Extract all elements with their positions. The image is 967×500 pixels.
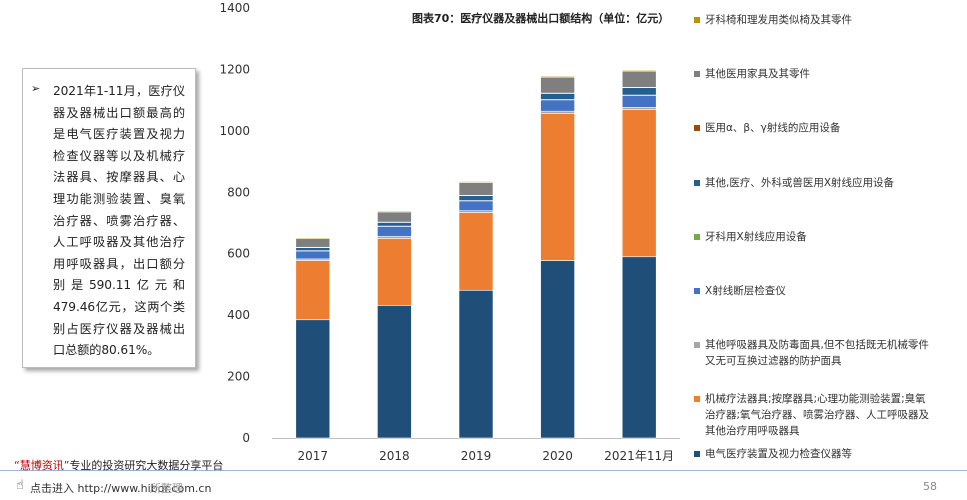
legend-item: 牙科椅和理发用类似椅及其零件: [694, 12, 959, 28]
legend-item: 其他医用家具及其零件: [694, 66, 959, 82]
y-tick-label: 1000: [219, 124, 250, 138]
y-tick-label: 1400: [219, 1, 250, 15]
brand-name: “慧博资讯”: [14, 459, 70, 472]
legend-item: 医用α、β、γ射线的应用设备: [694, 120, 959, 136]
y-tick-label: 200: [227, 370, 250, 384]
bar-segment: [621, 87, 657, 96]
bar-segment: [295, 250, 331, 260]
legend-item: 电气医疗装置及视力检查仪器等: [694, 446, 959, 462]
bar-segment: [458, 181, 494, 183]
y-tick-label: 600: [227, 247, 250, 261]
y-tick-label: 1200: [219, 62, 250, 76]
legend-swatch: [694, 234, 700, 240]
legend-swatch: [694, 451, 700, 457]
legend-label: 治疗器;氧气治疗器、喷雾治疗器、人工呼吸器及: [705, 409, 930, 421]
legend-swatch: [694, 180, 700, 186]
summary-text: 2021年1-11月，医疗仪器及器械出口额最高的是电气医疗装置及视力检查仪器等以…: [53, 84, 185, 358]
page-number: 58: [923, 480, 937, 493]
bar-segment: [540, 99, 575, 112]
legend-label: X射线断层检查仪: [705, 285, 786, 297]
bar-segment: [377, 222, 412, 227]
bar-segment: [295, 247, 331, 251]
footer-divider: [0, 470, 967, 471]
footer-watermark: 所整理: [150, 482, 183, 495]
y-tick-label: 400: [227, 308, 250, 322]
legend-label: 牙科椅和理发用类似椅及其零件: [705, 14, 852, 26]
bar-segment: [377, 305, 412, 439]
bar-segment: [621, 256, 657, 439]
bar-segment: [458, 200, 494, 212]
x-tick-label: 2017: [298, 449, 329, 463]
legend-swatch: [694, 125, 700, 131]
x-tick-label: 2019: [461, 449, 492, 463]
bar-segment: [458, 195, 494, 201]
legend-swatch: [694, 288, 700, 294]
legend-label: 其他医用家具及其零件: [705, 68, 810, 80]
bar-segment: [377, 226, 412, 237]
bar-segment: [377, 211, 412, 223]
legend-label: 机械疗法器具;按摩器具;心理功能测验装置;臭氧: [705, 393, 926, 405]
y-tick-label: 0: [242, 431, 250, 445]
footer-brand: “慧博资讯”专业的投资研究大数据分享平台: [14, 457, 223, 473]
legend-item: X射线断层检查仪: [694, 283, 959, 299]
bar-segment: [458, 289, 494, 439]
brand-slogan: 专业的投资研究大数据分享平台: [69, 459, 224, 472]
legend-label: 其他治疗用呼吸器具: [705, 425, 800, 437]
footer-link[interactable]: 点击进入 http://www.hibor.com.cn: [30, 482, 212, 495]
summary-textbox: ➢ 2021年1-11月，医疗仪器及器械出口额最高的是电气医疗装置及视力检查仪器…: [22, 68, 196, 368]
bar-segment: [295, 319, 331, 439]
bar-segment: [540, 110, 575, 114]
legend-label: 又无可互换过滤器的防护面具: [705, 355, 842, 367]
x-tick-label: 2018: [379, 449, 410, 463]
bar-segment: [540, 260, 575, 439]
bar-segment: [621, 69, 657, 72]
bar-segment: [295, 238, 331, 248]
legend-item: 机械疗法器具;按摩器具;心理功能测验装置;臭氧 治疗器;氧气治疗器、喷雾治疗器、人…: [694, 391, 959, 439]
legend-item: 其他,医疗、外科或兽医用X射线应用设备: [694, 175, 959, 191]
bar-segment: [458, 182, 494, 196]
x-tick-label: 2020: [542, 449, 573, 463]
legend-item: 其他呼吸器具及防毒面具,但不包括既无机械零件 又无可互换过滤器的防护面具: [694, 337, 959, 369]
bar-segment: [295, 260, 331, 321]
bar-segment: [540, 76, 575, 94]
bar-segment: [621, 109, 657, 258]
chart-title: 图表70：医疗仪器及器械出口额结构（单位：亿元）: [412, 12, 670, 25]
legend-label: 其他,医疗、外科或兽医用X射线应用设备: [705, 177, 895, 189]
legend-label: 其他呼吸器具及防毒面具,但不包括既无机械零件: [705, 339, 929, 351]
bar-segment: [540, 75, 575, 78]
arrow-bullet-icon: ➢: [31, 82, 41, 95]
bar-segment: [295, 237, 331, 239]
legend-label: 医用α、β、γ射线的应用设备: [705, 122, 841, 134]
legend-label: 牙科用X射线应用设备: [705, 231, 807, 243]
legend-swatch: [694, 396, 700, 402]
legend-swatch: [694, 342, 700, 348]
bar-segment: [377, 210, 412, 213]
y-tick-label: 800: [227, 185, 250, 199]
legend-item: 牙科用X射线应用设备: [694, 229, 959, 245]
bar-segment: [377, 238, 412, 306]
bar-segment: [540, 93, 575, 100]
bar-segment: [540, 113, 575, 261]
legend-swatch: [694, 17, 700, 23]
legend-swatch: [694, 71, 700, 77]
x-tick-label: 2021年11月: [604, 449, 674, 463]
bar-segment: [621, 70, 657, 88]
hand-pointer-icon: ☝: [16, 478, 24, 493]
bar-segment: [458, 212, 494, 291]
legend-label: 电气医疗装置及视力检查仪器等: [705, 448, 852, 460]
bar-segment: [621, 95, 657, 108]
bar-segment: [621, 107, 657, 110]
